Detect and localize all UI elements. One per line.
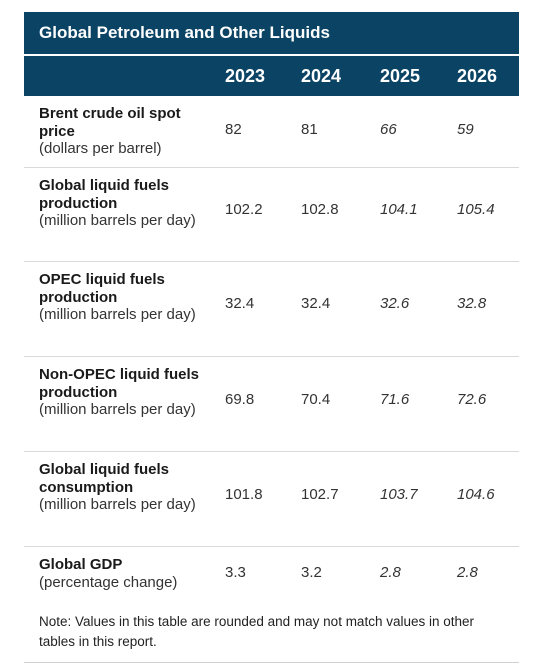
cell-2025: 104.1 [380, 201, 418, 218]
year-header-2026: 2026 [457, 66, 498, 86]
cell-2024: 102.8 [301, 201, 339, 218]
cell-2026: 104.6 [457, 486, 495, 503]
row-unit: (million barrels per day) [39, 306, 196, 323]
cell-2026: 59 [457, 121, 474, 138]
cell-2024: 32.4 [301, 295, 331, 312]
cell-2024: 81 [301, 121, 318, 138]
cell-2024: 3.2 [301, 564, 322, 581]
bottom-divider [24, 662, 519, 663]
cell-2026: 32.8 [457, 295, 487, 312]
cell-2024: 70.4 [301, 391, 331, 408]
cell-2026: 72.6 [457, 391, 487, 408]
row-title: OPEC liquid fuels production [39, 271, 165, 306]
cell-2023: 82 [225, 121, 242, 138]
table-row-gdp: Global GDP (percentage change) 3.3 3.2 2… [24, 547, 519, 598]
table-row-consumption: Global liquid fuels consumption (million… [24, 452, 519, 547]
cell-2023: 102.2 [225, 201, 263, 218]
title-divider [24, 54, 519, 56]
row-unit: (percentage change) [39, 573, 178, 591]
row-title: Brent crude oil spot price [39, 105, 181, 140]
cell-2023: 32.4 [225, 295, 255, 312]
row-label: Global GDP (percentage change) [39, 556, 214, 591]
row-unit: (million barrels per day) [39, 496, 196, 513]
cell-2025: 32.6 [380, 295, 410, 312]
cell-2023: 3.3 [225, 564, 246, 581]
row-unit: (million barrels per day) [39, 401, 196, 418]
cell-2025: 2.8 [380, 564, 401, 581]
row-title: Global liquid fuels production [39, 177, 170, 212]
table-title: Global Petroleum and Other Liquids [24, 12, 519, 54]
row-title: Non-OPEC liquid fuels production [39, 366, 199, 401]
table-row-brent: Brent crude oil spot price (dollars per … [24, 96, 519, 168]
cell-2023: 101.8 [225, 486, 263, 503]
year-header-2023: 2023 [225, 66, 266, 86]
table-row-opec-production: OPEC liquid fuels production (million ba… [24, 262, 519, 357]
row-label: Non-OPEC liquid fuels production (millio… [39, 366, 214, 419]
row-label: Global liquid fuels production (million … [39, 177, 214, 230]
petroleum-table-card: Global Petroleum and Other Liquids 2023 … [24, 12, 519, 664]
row-label: Brent crude oil spot price (dollars per … [39, 105, 214, 158]
table-note: Note: Values in this table are rounded a… [39, 614, 475, 649]
cell-2026: 105.4 [457, 201, 495, 218]
row-unit: (dollars per barrel) [39, 140, 162, 157]
row-label: Global liquid fuels consumption (million… [39, 461, 214, 514]
cell-2024: 102.7 [301, 486, 339, 503]
cell-2023: 69.8 [225, 391, 255, 408]
year-header-2025: 2025 [380, 66, 421, 86]
year-header-row: 2023 2024 2025 2026 [24, 56, 519, 96]
year-header-2024: 2024 [301, 66, 342, 86]
row-title: Global GDP [39, 556, 123, 573]
cell-2025: 103.7 [380, 486, 418, 503]
table-row-non-opec-production: Non-OPEC liquid fuels production (millio… [24, 357, 519, 452]
row-label: OPEC liquid fuels production (million ba… [39, 271, 214, 324]
cell-2025: 66 [380, 121, 397, 138]
cell-2025: 71.6 [380, 391, 410, 408]
row-unit: (million barrels per day) [39, 212, 196, 229]
row-title: Global liquid fuels consumption [39, 461, 170, 496]
table-row-global-production: Global liquid fuels production (million … [24, 168, 519, 262]
cell-2026: 2.8 [457, 564, 478, 581]
